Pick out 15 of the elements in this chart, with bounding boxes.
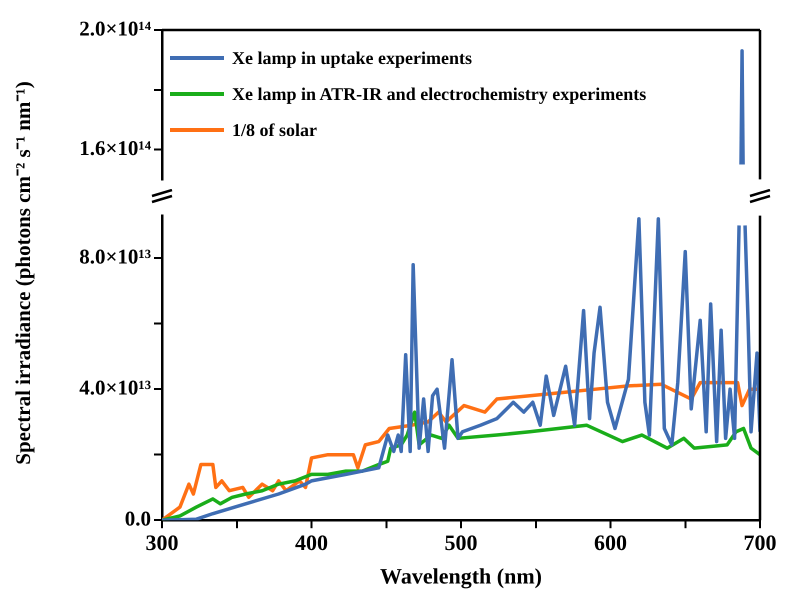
y-tick-label: 1.6×10¹⁴ xyxy=(79,136,152,160)
legend-label: Xe lamp in uptake experiments xyxy=(232,48,472,68)
x-tick-label: 700 xyxy=(744,530,776,556)
y-tick-label: 0.0 xyxy=(124,506,151,531)
x-axis-title: Wavelength (nm) xyxy=(380,563,542,588)
y-tick-label: 2.0×10¹⁴ xyxy=(79,16,152,40)
x-tick-label: 300 xyxy=(146,530,178,556)
x-tick-label: 600 xyxy=(594,530,627,556)
legend-label: Xe lamp in ATR-IR and electrochemistry experiments xyxy=(232,84,646,104)
y-tick-label: 4.0×10¹³ xyxy=(79,376,151,400)
y-tick-label: 8.0×10¹³ xyxy=(79,244,151,269)
y-axis-title: Spectral irradiance (photons cm⁻² s⁻¹ nm⁻¹) xyxy=(10,81,36,465)
x-tick-label: 500 xyxy=(444,530,478,556)
legend-label: 1/8 of solar xyxy=(232,120,317,140)
x-tick-label: 400 xyxy=(295,530,328,556)
